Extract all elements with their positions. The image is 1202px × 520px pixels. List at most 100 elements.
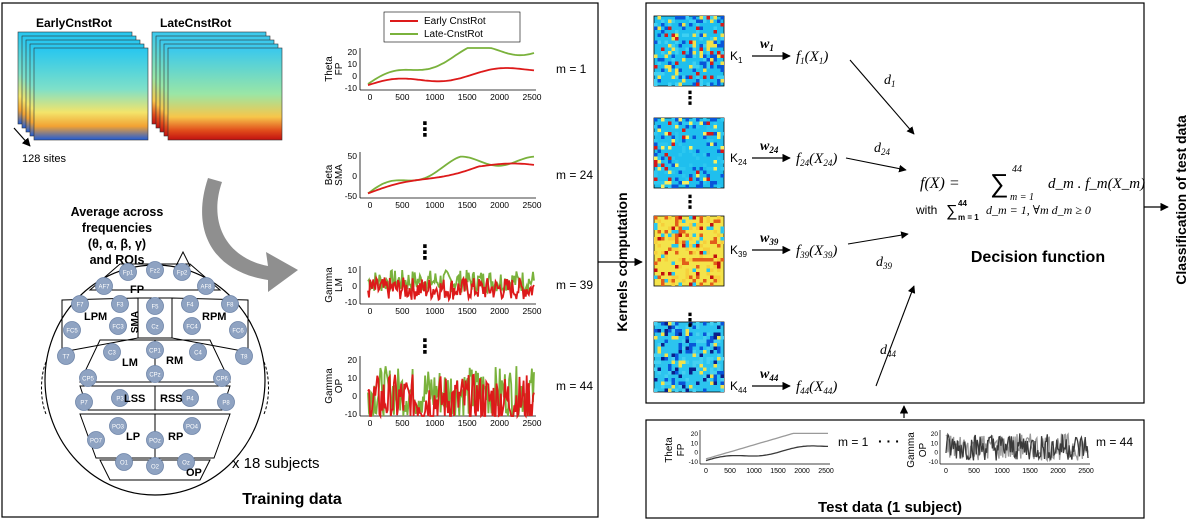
x-tick-label: 500	[395, 92, 409, 102]
head-map: Fp1 Fz2 Fp2 AF7 AF8 F7 F3 F4 F8 F5 FC3 FC4 FC5 FC6 Cz C…	[41, 250, 269, 496]
sites-label: 128 sites	[22, 153, 67, 165]
kernel-label: K24	[730, 151, 747, 167]
x-tick-label: 0	[368, 306, 373, 316]
kernel-coefficient-label: d1	[884, 73, 896, 89]
plot-band-label: Gamma	[324, 368, 335, 404]
d1-arrow	[849, 59, 915, 135]
test-m2: m = 44	[1096, 435, 1133, 449]
x-tick-label: 1000	[425, 200, 444, 210]
test-m1: m = 1	[838, 435, 869, 449]
test-y-tick-label: 0	[694, 450, 698, 457]
electrode-label: AF7	[98, 285, 110, 291]
roi-label-sma: SMA	[130, 311, 141, 333]
weight-label: w1	[760, 37, 774, 53]
series-line-late	[367, 47, 535, 85]
x-tick-label: 1000	[425, 92, 444, 102]
test-y-tick-label: 20	[691, 431, 699, 438]
svg-text:d_m = 1, ∀m d_m ≥ 0: d_m = 1, ∀m d_m ≥ 0	[986, 203, 1091, 217]
test-plot-gamma-op: 0 500 1000 1500 2000 2500 20 10 0 -10	[929, 430, 1094, 475]
electrode-label: FC5	[66, 329, 78, 335]
electrode-label: PO4	[186, 425, 199, 431]
average-text-line2: frequencies	[82, 221, 152, 235]
decision-formula: f(X) = ∑ 44 m = 1 d_m . f_m(X_m)	[920, 164, 1145, 203]
x-tick-label: 500	[395, 200, 409, 210]
electrode-label: CP6	[216, 377, 228, 383]
plot-m-label: m = 39	[556, 278, 593, 292]
electrode-marker	[111, 389, 129, 407]
y-tick-label: -10	[345, 83, 358, 93]
test-x-tick-label: 1500	[1022, 468, 1038, 475]
electrode-label: Fz2	[150, 269, 161, 275]
electrode-marker	[235, 347, 253, 365]
svg-text:44: 44	[1012, 164, 1022, 175]
electrode-label: FC3	[112, 325, 124, 331]
svg-text:∑: ∑	[946, 203, 957, 220]
kernels-axis-label: Kernels computation	[614, 192, 630, 331]
test-y-tick-label: -10	[689, 459, 699, 466]
electrode-label: C4	[194, 351, 202, 357]
decision-constraint: with ∑ 44 m = 1 d_m = 1, ∀m d_m ≥ 0	[915, 199, 1091, 222]
plot-roi-label: SMA	[334, 164, 345, 186]
electrode-marker	[63, 321, 81, 339]
electrode-marker	[146, 317, 164, 335]
y-tick-label: 10	[348, 373, 358, 383]
electrode-label: CP5	[82, 377, 94, 383]
kernels-panel	[645, 2, 1145, 404]
x-tick-label: 500	[395, 306, 409, 316]
electrode-marker	[146, 341, 164, 359]
y-tick-label: 10	[348, 265, 358, 275]
plot-roi-label: LM	[334, 278, 345, 292]
legend-early-label: Early CnstRot	[424, 16, 486, 27]
test-y-tick-label: 10	[691, 440, 699, 447]
plot-roi-label: FP	[334, 62, 345, 75]
test-x-tick-label: 1000	[994, 468, 1010, 475]
x-tick-label: 2500	[523, 418, 542, 428]
d24-arrow	[845, 157, 907, 173]
electrode-marker	[119, 263, 137, 281]
electrode-marker	[146, 365, 164, 383]
electrode-label: F5	[151, 305, 159, 311]
test-x-tick-label: 1500	[770, 468, 786, 475]
test-plot-theta-fp: 0 500 1000 1500 2000 2500 20 10 0 -10	[689, 430, 834, 475]
roi-label-rss: RSS	[160, 393, 183, 405]
kernel-function-label: f24(X24)	[796, 151, 837, 168]
electrode-marker	[183, 417, 201, 435]
plot-m-label: m = 44	[556, 379, 593, 393]
average-text-line1: Average across	[71, 205, 164, 219]
test-footer: Test data (1 subject)	[818, 499, 962, 516]
kernel-coefficient-label: d44	[880, 343, 897, 359]
test-x-tick-label: 2500	[818, 468, 834, 475]
roi-label-lm: LM	[122, 357, 138, 369]
kernel-matrix	[653, 215, 725, 287]
timecourse-plot: 0 500 1000 1500 2000 2500 10 0 -10 Gamma LM m = 39	[324, 265, 593, 316]
electrode-marker	[183, 317, 201, 335]
electrode-marker	[189, 343, 207, 361]
kernel-matrices	[653, 15, 725, 393]
average-text-line3: (θ, α, β, γ)	[88, 237, 146, 251]
vertical-dots-3: ⋮	[415, 336, 435, 358]
kernel-label: K1	[730, 49, 743, 65]
test-panel	[645, 419, 1145, 519]
roi-label-op: OP	[186, 467, 202, 479]
svg-text:44: 44	[958, 199, 967, 208]
electrode-marker	[75, 393, 93, 411]
electrode-marker	[213, 369, 231, 387]
series-line-early	[367, 162, 535, 195]
electrode-marker	[146, 297, 164, 315]
electrode-group: Fp1 Fz2 Fp2 AF7 AF8 F7 F3 F4 F8 F5 FC3 FC4 FC5 FC6 Cz C…	[57, 261, 253, 475]
plot-m-label: m = 24	[556, 168, 593, 182]
electrode-marker	[173, 263, 191, 281]
test-x-tick-label: 2000	[1050, 468, 1066, 475]
weight-label: w39	[760, 231, 779, 247]
training-footer: Training data	[242, 491, 342, 508]
x-tick-label: 2500	[523, 306, 542, 316]
plot-band-label: Gamma	[324, 267, 335, 303]
kernel-dots-2: ⋮	[681, 192, 699, 212]
electrode-marker	[177, 453, 195, 471]
training-panel	[1, 2, 599, 518]
test-x-tick-label: 1000	[746, 468, 762, 475]
vertical-dots-1: ⋮	[415, 119, 435, 141]
